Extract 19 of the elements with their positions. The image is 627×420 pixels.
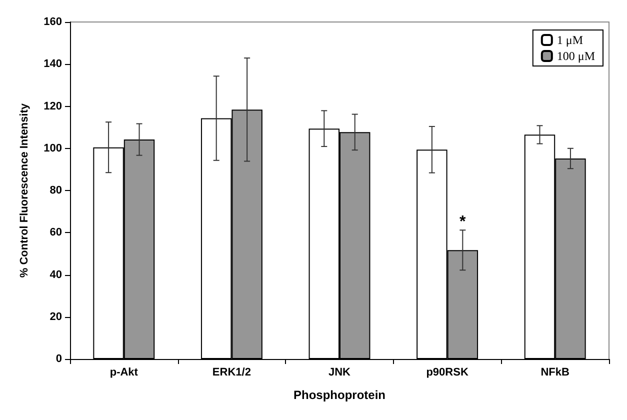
y-tick-label: 20 bbox=[50, 310, 62, 323]
y-axis-title: % Control Fluorescence Intensity bbox=[18, 102, 30, 278]
y-tick-label: 160 bbox=[44, 16, 62, 28]
y-tick-label: 120 bbox=[44, 100, 62, 112]
legend-label: 100 μM bbox=[556, 49, 596, 63]
y-tick-label: 140 bbox=[44, 58, 62, 70]
x-tick-label: ERK1/2 bbox=[212, 366, 251, 378]
x-tick-label: p-Akt bbox=[110, 366, 138, 378]
y-tick-label: 60 bbox=[50, 226, 62, 239]
x-tick-label: p90RSK bbox=[426, 366, 468, 378]
y-tick-label: 40 bbox=[50, 268, 62, 281]
x-tick-label: NFkB bbox=[540, 366, 570, 378]
annotation: * bbox=[460, 214, 467, 231]
y-tick-label: 0 bbox=[56, 353, 62, 365]
legend-label: 1 μM bbox=[556, 33, 584, 47]
y-tick-label: 100 bbox=[44, 142, 62, 154]
x-tick-label: JNK bbox=[328, 366, 351, 378]
y-tick-label: 80 bbox=[50, 184, 62, 196]
x-axis-title: Phosphoprotein bbox=[294, 388, 386, 402]
